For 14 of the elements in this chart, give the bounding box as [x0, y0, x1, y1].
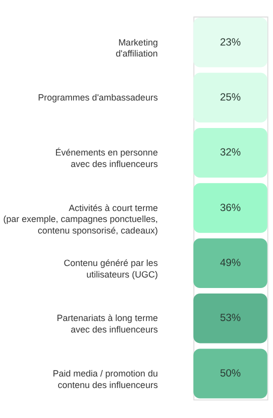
data-label: 53% [220, 313, 241, 324]
data-label: 25% [220, 92, 241, 104]
data-label: 23% [220, 37, 241, 48]
y-tick-label: Activités à court terme (par exemple, campagnes ponctuelles, contenu sponsorisé, cadeaux) [3, 202, 158, 236]
y-tick-label: Événements en personne avec des influenceurs [55, 148, 158, 170]
y-tick-label: Paid media / promotion du contenu des influenceurs [52, 368, 158, 390]
data-label: 50% [220, 368, 241, 380]
y-tick-label: Contenu généré par les utilisateurs (UGC) [64, 258, 158, 280]
data-label: 49% [220, 258, 241, 270]
data-label: 32% [220, 148, 241, 159]
y-tick-label: Marketing d'affiliation [116, 37, 158, 59]
y-tick-label: Partenariats à long terme avec des influenceurs [56, 313, 158, 335]
data-label: 36% [220, 202, 241, 214]
y-tick-label: Programmes d'ambassadeurs [38, 92, 158, 102]
